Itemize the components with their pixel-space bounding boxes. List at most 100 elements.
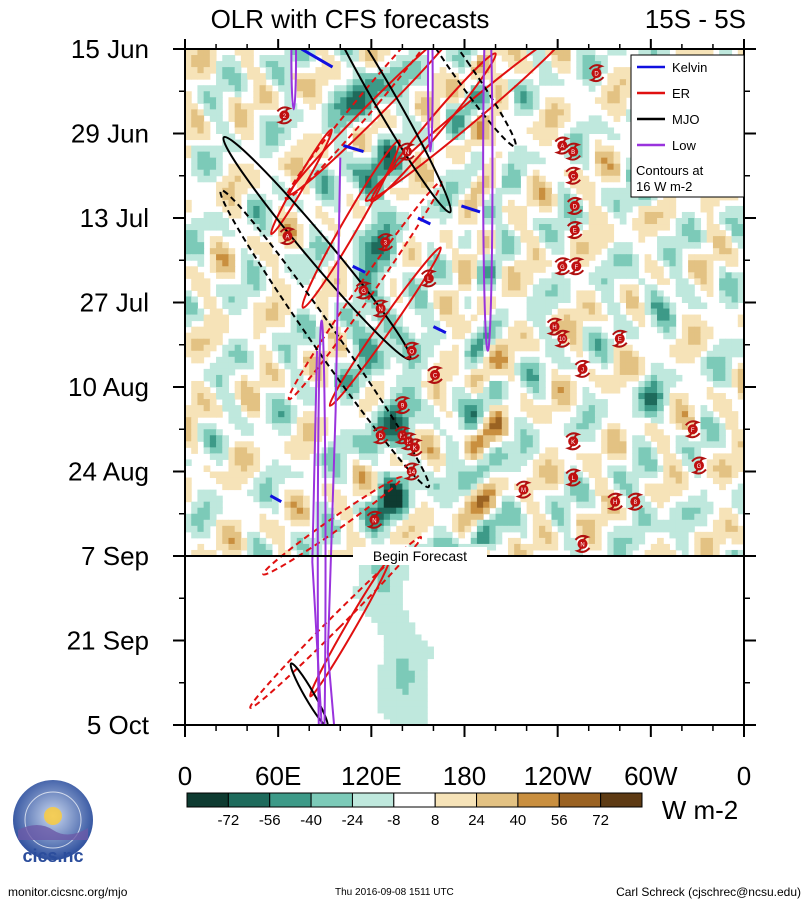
field-cell bbox=[483, 405, 490, 412]
field-cell bbox=[340, 441, 347, 448]
field-cell bbox=[290, 163, 298, 171]
field-cell bbox=[377, 344, 385, 352]
field-cell bbox=[439, 91, 447, 98]
field-cell bbox=[334, 187, 341, 195]
field-cell bbox=[719, 350, 726, 358]
field-cell bbox=[663, 495, 670, 503]
field-cell bbox=[253, 411, 261, 418]
field-cell bbox=[532, 513, 540, 521]
field-cell bbox=[427, 326, 434, 334]
field-cell bbox=[247, 61, 254, 68]
field-cell bbox=[731, 513, 739, 521]
field-cell bbox=[688, 411, 695, 418]
field-cell bbox=[731, 417, 739, 424]
field-cell bbox=[303, 320, 310, 328]
field-cell bbox=[371, 495, 379, 503]
field-cell bbox=[228, 290, 236, 297]
field-cell bbox=[563, 356, 571, 364]
field-cell bbox=[464, 471, 472, 479]
field-cell bbox=[582, 477, 590, 485]
field-cell bbox=[377, 501, 385, 509]
field-cell bbox=[203, 513, 211, 521]
field-cell bbox=[495, 350, 503, 358]
field-cell bbox=[439, 483, 447, 491]
field-cell bbox=[657, 205, 664, 213]
field-cell bbox=[563, 193, 571, 201]
field-cell bbox=[501, 290, 509, 297]
field-cell bbox=[731, 441, 739, 448]
field-cell bbox=[346, 387, 354, 394]
field-cell bbox=[396, 356, 403, 364]
field-cell bbox=[352, 507, 360, 515]
field-cell bbox=[644, 501, 652, 509]
field-cell bbox=[303, 55, 310, 62]
field-cell bbox=[545, 115, 552, 122]
field-cell bbox=[191, 248, 198, 255]
field-cell bbox=[427, 411, 434, 418]
field-cell bbox=[476, 139, 484, 147]
field-cell bbox=[681, 344, 689, 352]
field-cell bbox=[619, 350, 627, 358]
field-cell bbox=[638, 471, 646, 479]
field-cell bbox=[209, 67, 217, 74]
field-cell bbox=[675, 260, 683, 267]
field-cell bbox=[607, 423, 615, 430]
field-cell bbox=[514, 79, 521, 86]
field-cell bbox=[334, 531, 341, 539]
field-cell bbox=[203, 495, 211, 503]
field-cell bbox=[271, 181, 279, 189]
field-cell bbox=[650, 435, 658, 442]
field-cell bbox=[346, 163, 354, 171]
field-cell bbox=[191, 151, 198, 159]
field-cell bbox=[570, 344, 577, 352]
field-cell bbox=[601, 121, 608, 128]
field-cell bbox=[414, 121, 422, 128]
field-cell bbox=[334, 193, 341, 201]
field-cell bbox=[216, 236, 223, 243]
field-cell bbox=[427, 211, 434, 219]
field-cell bbox=[563, 531, 571, 539]
field-cell bbox=[439, 399, 447, 406]
field-cell bbox=[731, 465, 739, 472]
field-cell bbox=[253, 393, 261, 400]
field-cell bbox=[539, 483, 546, 491]
field-cell bbox=[240, 393, 248, 400]
field-cell bbox=[377, 266, 385, 273]
field-cell bbox=[358, 109, 366, 116]
field-cell bbox=[557, 199, 565, 207]
field-cell bbox=[414, 344, 422, 352]
field-cell bbox=[545, 67, 552, 74]
field-cell bbox=[358, 145, 366, 153]
field-cell bbox=[271, 489, 279, 497]
field-cell bbox=[532, 91, 540, 98]
field-cell bbox=[327, 254, 335, 261]
field-cell bbox=[712, 435, 720, 442]
field-cell bbox=[408, 519, 416, 527]
field-cell bbox=[216, 290, 223, 297]
field-cell bbox=[271, 465, 279, 472]
field-cell bbox=[377, 350, 385, 358]
field-cell bbox=[483, 308, 490, 316]
field-cell bbox=[222, 471, 229, 479]
field-cell bbox=[445, 362, 453, 370]
field-cell bbox=[234, 302, 242, 310]
field-cell bbox=[240, 374, 248, 382]
field-cell bbox=[458, 181, 465, 189]
field-cell bbox=[383, 302, 391, 310]
field-cell bbox=[582, 411, 590, 418]
field-cell bbox=[396, 374, 403, 382]
field-cell bbox=[681, 459, 689, 466]
field-cell bbox=[551, 368, 559, 376]
field-cell bbox=[216, 453, 223, 460]
field-cell bbox=[657, 278, 664, 285]
field-cell bbox=[526, 61, 534, 68]
field-cell bbox=[607, 49, 615, 56]
field-cell bbox=[234, 205, 242, 213]
field-cell bbox=[358, 338, 366, 346]
field-cell bbox=[389, 332, 397, 340]
field-cell bbox=[216, 531, 223, 539]
field-cell bbox=[532, 362, 540, 370]
field-cell bbox=[396, 103, 403, 110]
field-cell bbox=[358, 260, 366, 267]
field-cell bbox=[365, 284, 372, 291]
